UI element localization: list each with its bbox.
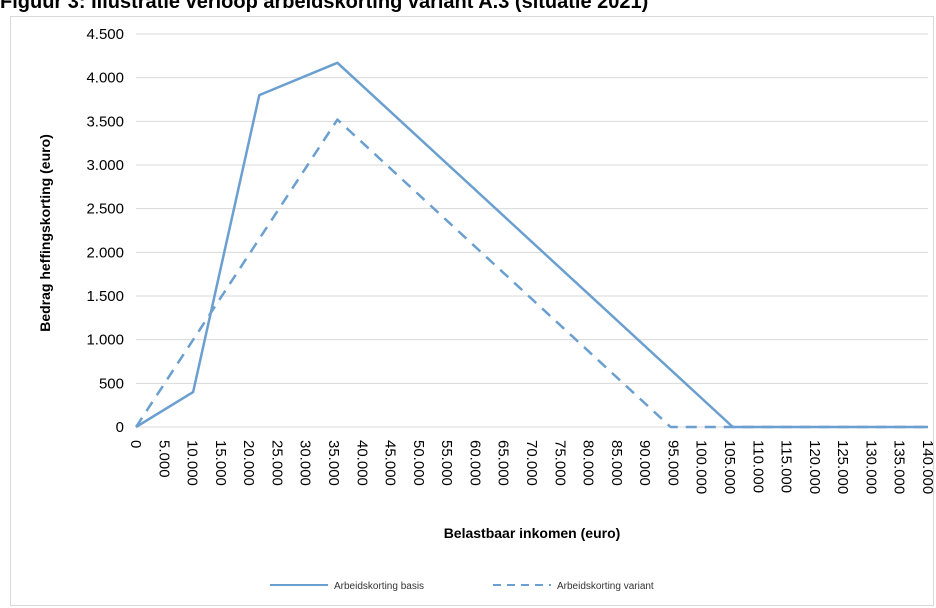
y-tick-label: 4.500 <box>86 26 124 43</box>
x-tick-label: 35.000 <box>325 440 342 486</box>
x-tick-label: 65.000 <box>495 440 512 486</box>
y-tick-label: 1.500 <box>86 288 124 305</box>
x-tick-labels: 0 5.000 10.000 15.000 20.000 25.000 30.000 35.0… <box>127 440 936 494</box>
gridlines <box>136 33 928 428</box>
x-tick-label: 100.000 <box>693 440 710 494</box>
x-tick-label: 105.000 <box>721 440 738 494</box>
x-tick-label: 120.000 <box>806 440 823 494</box>
y-tick-label: 0 <box>116 419 124 436</box>
x-tick-label: 25.000 <box>268 440 285 486</box>
series-line-variant <box>134 118 928 429</box>
x-tick-label: 125.000 <box>834 440 851 494</box>
chart-frame <box>10 16 934 606</box>
x-tick-label: 80.000 <box>580 440 597 486</box>
y-tick-label: 500 <box>99 375 124 392</box>
x-tick-label: 60.000 <box>466 440 483 486</box>
legend: Arbeidskorting basis Arbeidskorting varia… <box>270 581 654 592</box>
x-tick-label: 20.000 <box>240 440 257 486</box>
x-tick-label: 95.000 <box>664 440 681 486</box>
x-axis-label: Belastbaar inkomen (euro) <box>444 525 621 541</box>
x-tick-label: 55.000 <box>438 440 455 486</box>
y-tick-label: 2.000 <box>86 244 124 261</box>
x-tick-label: 70.000 <box>523 440 540 486</box>
x-tick-label: 30.000 <box>297 440 314 486</box>
y-tick-label: 3.000 <box>86 157 124 174</box>
x-tick-label: 115.000 <box>778 440 795 493</box>
x-tick-label: 90.000 <box>636 440 653 486</box>
x-tick-label: 135.000 <box>891 440 908 494</box>
y-tick-label: 2.500 <box>86 201 124 218</box>
x-tick-label: 10.000 <box>184 440 201 486</box>
x-tick-label: 110.000 <box>749 440 766 493</box>
x-tick-label: 0 <box>127 440 144 448</box>
legend-label: Arbeidskorting basis <box>334 581 424 592</box>
y-tick-label: 1.000 <box>86 332 124 349</box>
y-tick-label: 3.500 <box>86 113 124 130</box>
x-tick-label: 75.000 <box>551 440 568 486</box>
figure-title: Figuur 3: Illustratie verloop arbeidskor… <box>0 0 649 13</box>
y-axis-label: Bedrag heffingskorting (euro) <box>37 134 53 332</box>
legend-label: Arbeidskorting variant <box>557 581 654 592</box>
x-tick-label: 140.000 <box>919 440 936 494</box>
x-tick-label: 40.000 <box>353 440 370 486</box>
x-tick-label: 45.000 <box>382 440 399 486</box>
x-tick-label: 5.000 <box>155 440 172 478</box>
x-tick-label: 130.000 <box>862 440 879 494</box>
series-lines <box>134 61 928 429</box>
y-tick-labels: 0 500 1.000 1.500 2.000 2.500 3.000 3.500 4.000 4… <box>86 26 124 436</box>
x-tick-label: 85.000 <box>608 440 625 486</box>
x-tick-label: 15.000 <box>212 440 229 486</box>
x-tick-label: 50.000 <box>410 440 427 486</box>
y-tick-label: 4.000 <box>86 70 124 87</box>
